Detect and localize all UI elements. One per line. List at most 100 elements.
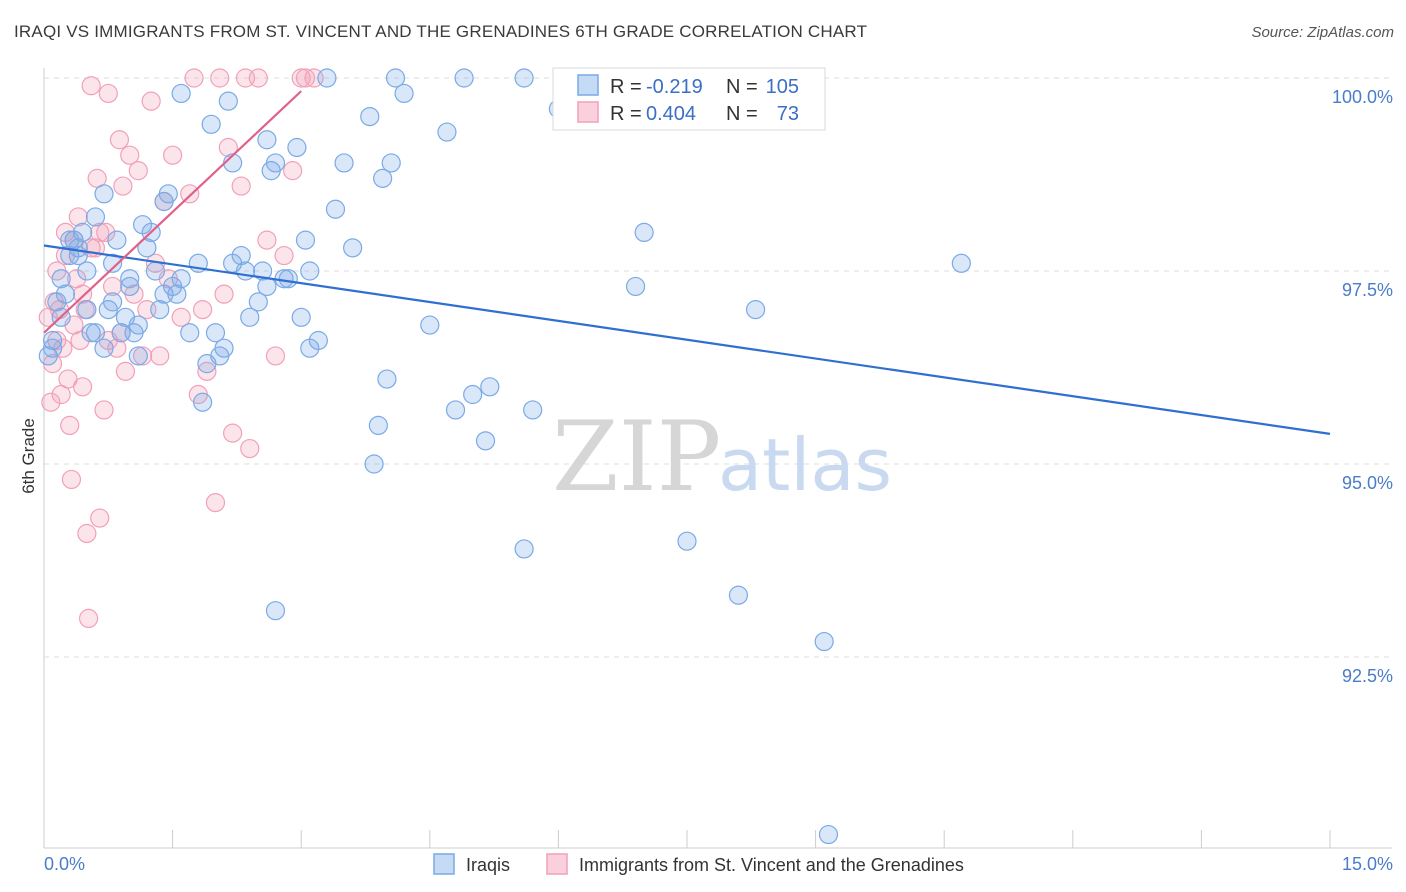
iraqis-point [85, 207, 106, 227]
immigrants-point [102, 276, 123, 297]
iraqis-point [373, 168, 393, 188]
watermark-zip: ZIP [552, 401, 721, 513]
legend-n-value-1: 105 [766, 76, 799, 98]
legend-r-label-1: R = [610, 76, 642, 98]
immigrants-point [171, 307, 191, 327]
iraqis-point [201, 114, 221, 134]
immigrants-point [141, 91, 161, 111]
immigrants-point [223, 423, 243, 443]
legend-n-label-1: N = [726, 76, 758, 98]
iraqis-point [94, 338, 114, 358]
iraqis-point [634, 222, 654, 242]
immigrants-point [210, 68, 230, 88]
bottom-legend-swatch-immigrants [546, 853, 568, 875]
iraqis-point [171, 269, 191, 289]
immigrants-point [41, 392, 61, 412]
immigrants-point [98, 83, 118, 104]
immigrants-point [197, 361, 217, 381]
legend-r-label-2: R = [610, 103, 642, 125]
bottom-legend-swatch-iraqis [433, 853, 455, 875]
iraqis-point [394, 83, 414, 104]
iraqis-point [107, 230, 127, 250]
iraqis-point [385, 68, 406, 88]
immigrants-point [120, 145, 140, 165]
y-tick-label: 97.5% [1342, 280, 1393, 300]
iraqis-point [128, 346, 148, 366]
immigrants-point [68, 207, 88, 227]
iraqis-point [55, 284, 76, 304]
iraqis-point [377, 369, 397, 389]
immigrants-point [240, 438, 260, 459]
iraqis-point [253, 261, 273, 281]
iraqis-point [625, 276, 646, 297]
iraqis-point [120, 269, 140, 289]
immigrants-point [248, 68, 268, 88]
y-tick-label: 100.0% [1332, 87, 1393, 107]
iraqis-point [368, 415, 388, 435]
iraqis-point [291, 307, 311, 327]
immigrants-point [193, 300, 213, 320]
iraqis-point [677, 531, 697, 551]
legend-r-value-2: 0.404 [646, 103, 696, 125]
immigrants-point [96, 222, 116, 242]
iraqis-point [278, 269, 298, 289]
iraqis-point [51, 269, 71, 289]
legend-n-label-2: N = [726, 103, 758, 125]
iraqis-point [193, 392, 213, 412]
immigrants-point [78, 608, 99, 629]
iraqis-point [287, 137, 307, 158]
series-iraqis-points [38, 68, 971, 845]
immigrants-point [128, 161, 148, 181]
iraqis-point [218, 91, 238, 111]
bottom-legend-label-iraqis: Iraqis [466, 855, 510, 875]
iraqis-point [818, 824, 839, 845]
immigrants-point [90, 222, 110, 242]
iraqis-point [102, 292, 123, 312]
iraqis-point [364, 454, 384, 474]
legend-n-value-2: 73 [777, 103, 799, 125]
iraqis-point [295, 230, 316, 250]
iraqis-point [120, 276, 140, 297]
iraqis-point [300, 261, 320, 281]
iraqis-point [180, 323, 200, 343]
iraqis-point [77, 300, 97, 320]
stats-legend: R = -0.219 N = 105 R = 0.404 N = 73 [552, 67, 826, 131]
iraqis-point [728, 585, 749, 605]
immigrants-point [90, 508, 110, 528]
iraqis-point [68, 238, 88, 258]
iraqis-point [317, 68, 337, 88]
iraqis-point [145, 261, 166, 281]
y-tick-labels: 100.0% 97.5% 95.0% 92.5% [1332, 87, 1393, 686]
immigrants-trend-line [43, 90, 302, 334]
immigrants-point [180, 184, 200, 204]
immigrants-point [283, 161, 303, 181]
iraqis-point [475, 431, 496, 451]
iraqis-point [94, 184, 114, 204]
chart-title: IRAQI VS IMMIGRANTS FROM ST. VINCENT AND… [14, 22, 868, 41]
immigrants-point [113, 176, 133, 196]
iraqis-point [334, 153, 354, 173]
chart-source: Source: ZipAtlas.com [1251, 24, 1394, 41]
iraqis-point [420, 315, 440, 335]
iraqis-point [81, 323, 101, 343]
immigrants-point [150, 346, 170, 366]
iraqis-point [814, 631, 834, 652]
immigrants-point [94, 400, 114, 420]
immigrants-point [214, 284, 234, 304]
immigrants-point [231, 176, 251, 196]
immigrants-point [77, 523, 97, 544]
iraqis-point [240, 307, 260, 327]
iraqis-point [381, 153, 401, 173]
immigrants-point [81, 76, 101, 96]
iraqis-point [137, 238, 157, 258]
iraqis-point [265, 601, 286, 621]
iraqis-point [523, 400, 543, 420]
immigrants-point [163, 145, 183, 165]
immigrants-point [60, 415, 80, 435]
series-immigrants-points [38, 68, 324, 629]
iraqis-point [745, 300, 766, 320]
legend-r-value-1: -0.219 [646, 76, 703, 98]
immigrants-point [115, 361, 136, 381]
iraqis-point [171, 83, 191, 104]
iraqis-point [308, 330, 328, 351]
